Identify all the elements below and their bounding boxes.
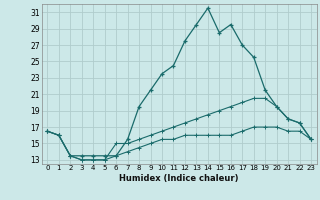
X-axis label: Humidex (Indice chaleur): Humidex (Indice chaleur): [119, 174, 239, 183]
